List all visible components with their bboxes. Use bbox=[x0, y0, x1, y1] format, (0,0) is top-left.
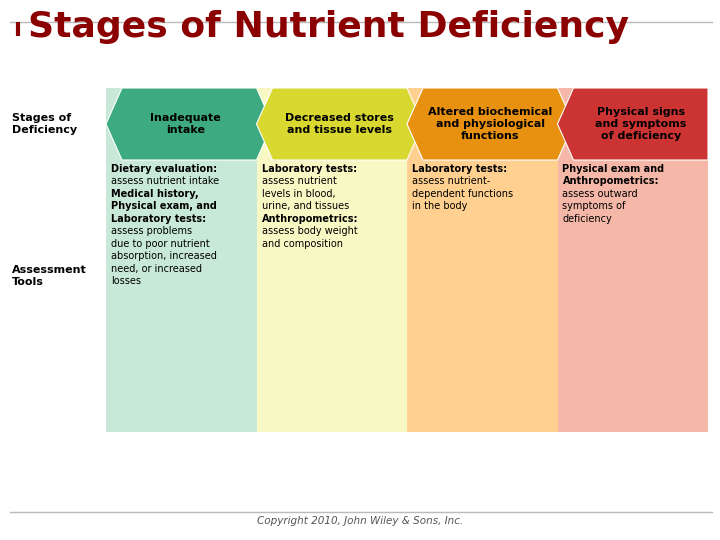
Text: assess outward: assess outward bbox=[562, 189, 638, 199]
Text: absorption, increased: absorption, increased bbox=[111, 251, 217, 261]
Text: Physical signs
and symptoms
of deficiency: Physical signs and symptoms of deficienc… bbox=[595, 107, 686, 141]
Text: assess nutrient intake: assess nutrient intake bbox=[111, 177, 219, 186]
Text: assess nutrient: assess nutrient bbox=[261, 177, 336, 186]
Text: Decreased stores
and tissue levels: Decreased stores and tissue levels bbox=[285, 113, 394, 135]
Text: Dietary evaluation:: Dietary evaluation: bbox=[111, 164, 217, 174]
Text: dependent functions: dependent functions bbox=[412, 189, 513, 199]
Text: assess nutrient-: assess nutrient- bbox=[412, 177, 490, 186]
Polygon shape bbox=[407, 88, 574, 160]
Text: Laboratory tests:: Laboratory tests: bbox=[111, 214, 206, 224]
Text: Medical history,: Medical history, bbox=[111, 189, 199, 199]
Text: and composition: and composition bbox=[261, 239, 343, 248]
Text: in the body: in the body bbox=[412, 201, 467, 211]
Text: assess problems: assess problems bbox=[111, 226, 192, 236]
Text: Anthropometrics:: Anthropometrics: bbox=[261, 214, 358, 224]
Text: Inadequate
intake: Inadequate intake bbox=[150, 113, 220, 135]
Text: levels in blood,: levels in blood, bbox=[261, 189, 335, 199]
Bar bbox=[106, 88, 256, 432]
Text: due to poor nutrient: due to poor nutrient bbox=[111, 239, 210, 248]
Polygon shape bbox=[106, 88, 272, 160]
Text: Physical exam, and: Physical exam, and bbox=[111, 201, 217, 211]
Bar bbox=[407, 88, 557, 432]
Text: Altered biochemical
and physiological
functions: Altered biochemical and physiological fu… bbox=[428, 107, 552, 141]
Text: Stages of
Deficiency: Stages of Deficiency bbox=[12, 113, 77, 135]
Text: deficiency: deficiency bbox=[562, 214, 612, 224]
Polygon shape bbox=[256, 88, 423, 160]
Polygon shape bbox=[557, 88, 708, 160]
Text: Laboratory tests:: Laboratory tests: bbox=[261, 164, 356, 174]
Text: Stages of Nutrient Deficiency: Stages of Nutrient Deficiency bbox=[28, 10, 629, 44]
Text: urine, and tissues: urine, and tissues bbox=[261, 201, 348, 211]
Text: Laboratory tests:: Laboratory tests: bbox=[412, 164, 507, 174]
Text: Copyright 2010, John Wiley & Sons, Inc.: Copyright 2010, John Wiley & Sons, Inc. bbox=[257, 516, 463, 526]
Text: Anthropometrics:: Anthropometrics: bbox=[562, 177, 659, 186]
Text: losses: losses bbox=[111, 276, 141, 286]
Text: symptoms of: symptoms of bbox=[562, 201, 626, 211]
Text: need, or increased: need, or increased bbox=[111, 264, 202, 274]
Text: Physical exam and: Physical exam and bbox=[562, 164, 665, 174]
Text: assess body weight: assess body weight bbox=[261, 226, 357, 236]
Bar bbox=[256, 88, 407, 432]
Bar bbox=[557, 88, 708, 432]
Text: Assessment
Tools: Assessment Tools bbox=[12, 265, 86, 287]
